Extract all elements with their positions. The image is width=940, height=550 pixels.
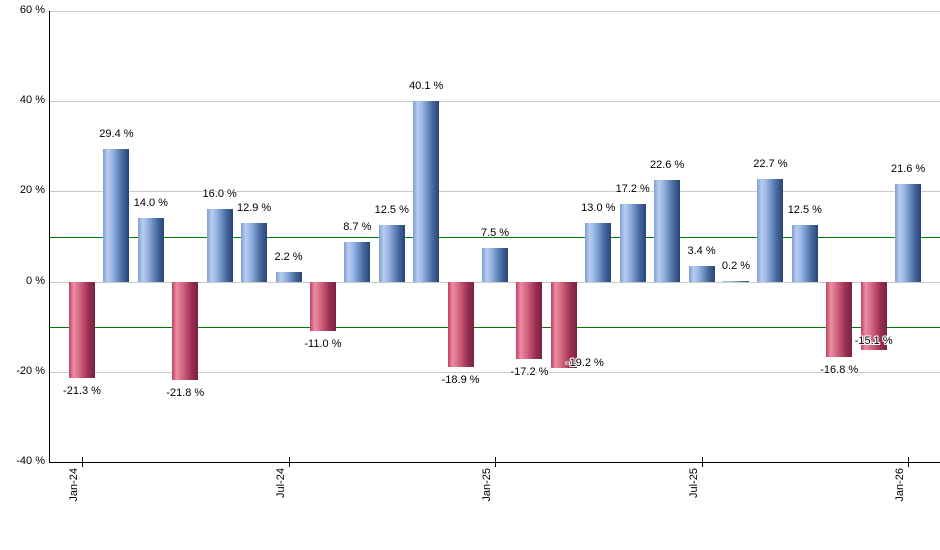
reference-line [49,326,940,328]
y-axis-line [49,11,50,463]
y-axis-tick-label: 0 % [26,274,45,287]
bar-positive [206,209,233,282]
x-axis-tick [908,457,910,467]
bar-positive [482,247,509,282]
bar-positive [275,271,302,282]
bar-negative [516,281,543,360]
bar-positive [895,184,922,282]
bar-positive [413,100,440,282]
bar-negative [447,281,474,367]
gridline [49,101,940,103]
bar-value-label: 40.1 % [409,79,444,92]
x-axis-tick [82,457,83,467]
bar-value-label: -18.9 % [441,373,480,386]
bar-value-label: 8.7 % [343,221,372,234]
y-axis-tick-label: -40 % [16,455,45,467]
bar-negative [69,281,95,378]
bar-value-label: 2.2 % [274,250,303,263]
bar-negative [172,281,199,380]
y-axis-tick-label: 60 % [19,4,45,16]
bar-positive [585,222,612,282]
bar-positive [654,179,681,282]
y-axis-tick-label: 40 % [19,94,45,107]
bar-negative [309,281,336,332]
bar-positive [378,225,405,282]
x-axis-tick-label: Jan-26 [894,468,907,502]
bar-negative [860,281,887,350]
bar-value-label: 3.4 % [687,245,716,258]
bar-value-label: 12.9 % [236,202,272,215]
x-axis-tick [288,457,290,467]
bar-value-label: -16.8 % [820,364,859,377]
bar-value-label: 21.6 % [890,163,926,176]
bar-value-label: 7.5 % [480,226,510,239]
bar-negative [550,281,577,369]
bar-value-label: 17.2 % [615,183,650,196]
x-axis-tick-label: Jul-24 [274,468,287,498]
bar-value-label: 16.0 % [202,188,237,201]
bar-positive [344,242,371,282]
bar-value-label: 14.0 % [133,197,168,210]
bar-positive [241,223,268,282]
bar-value-label: -21.8 % [166,386,205,399]
gridline [49,281,940,283]
bar-positive [619,204,646,282]
bar-positive [137,218,164,282]
bar-value-label: 12.5 % [787,204,822,217]
bar-value-label: -15.1 % [854,334,893,347]
x-axis-tick-label: Jan-24 [68,468,80,502]
bar-positive [757,179,784,282]
bar-value-label: 13.0 % [581,201,616,214]
bar-value-label: 0.2 % [721,259,751,272]
bar-positive [722,280,749,282]
bar-value-label: -17.2 % [510,366,549,379]
gridline [49,191,940,193]
bar-value-label: -21.3 % [63,384,101,397]
gridline [49,11,940,12]
bar-negative [826,281,853,358]
x-axis-tick-label: Jan-25 [481,468,494,502]
x-axis-line [49,462,940,463]
y-axis-tick-label: 20 % [19,184,45,197]
x-axis-tick [495,457,497,467]
bar-value-label: 22.7 % [753,158,788,171]
y-axis-tick-label: -20 % [16,364,45,377]
x-axis-tick [701,457,703,467]
bar-value-label: 29.4 % [99,128,134,140]
bar-positive [791,225,818,282]
bar-value-label: -19.2 % [565,357,604,370]
bar-value-label: 12.5 % [374,204,409,217]
bar-positive [688,266,715,282]
gridline [49,371,940,373]
bar-value-label: 22.6 % [650,158,685,171]
reference-line [49,236,940,238]
bar-value-label: -11.0 % [304,338,342,351]
x-axis-tick-label: Jul-25 [687,468,700,498]
bar-positive [103,149,130,282]
